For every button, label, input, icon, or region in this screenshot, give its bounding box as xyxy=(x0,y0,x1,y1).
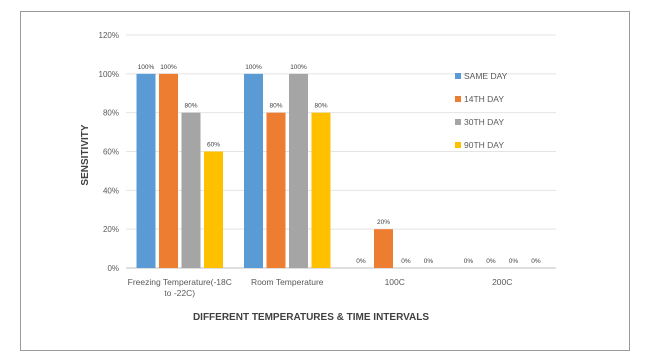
bar xyxy=(289,73,308,268)
legend-swatch xyxy=(455,96,461,102)
data-label: 0% xyxy=(509,258,519,265)
x-axis-title: DIFFERENT TEMPERATURES & TIME INTERVALS xyxy=(193,312,429,323)
legend-label: 14TH DAY xyxy=(464,94,504,104)
data-label: 0% xyxy=(486,258,496,265)
legend-label: 30TH DAY xyxy=(464,117,504,127)
data-label: 80% xyxy=(184,103,197,110)
legend-label: SAME DAY xyxy=(464,71,508,81)
bar xyxy=(204,151,223,268)
bar xyxy=(181,112,201,269)
y-tick-label: 0% xyxy=(107,264,119,273)
y-tick-label: 100% xyxy=(99,70,119,79)
x-category-label: 100C xyxy=(385,277,405,287)
bar xyxy=(136,73,156,268)
data-label: 0% xyxy=(464,258,474,265)
bar xyxy=(159,73,178,268)
y-tick-label: 80% xyxy=(103,109,119,118)
data-label: 0% xyxy=(356,258,366,265)
x-category-label: to -22C) xyxy=(164,288,195,298)
data-labels: 100% 100% 80% 60% 100% 80% 100% 80% 0% 20% 0% 0% 0% 0… xyxy=(138,64,541,265)
y-tick-label: 60% xyxy=(103,148,119,157)
legend: SAME DAY 14TH DAY 30TH DAY 90TH DAY xyxy=(455,71,508,150)
bar xyxy=(266,112,286,269)
data-label: 100% xyxy=(245,64,262,71)
x-category-label: Freezing Temperature(-18C xyxy=(128,277,232,287)
legend-swatch xyxy=(455,119,461,125)
x-category-label: Room Temperature xyxy=(251,277,324,287)
data-label: 80% xyxy=(269,103,282,110)
legend-label: 90TH DAY xyxy=(464,140,504,150)
y-tick-label: 20% xyxy=(103,225,119,234)
bar xyxy=(374,229,393,268)
y-axis-ticks: 0% 20% 40% 60% 80% 100% 120% xyxy=(99,31,119,273)
data-label: 20% xyxy=(377,219,390,226)
y-tick-label: 40% xyxy=(103,186,119,195)
bars xyxy=(136,73,393,269)
data-label: 100% xyxy=(160,64,177,71)
bar xyxy=(244,73,263,268)
legend-swatch xyxy=(455,142,461,148)
data-label: 0% xyxy=(531,258,541,265)
x-category-label: 200C xyxy=(492,277,512,287)
data-label: 100% xyxy=(290,64,307,71)
y-tick-label: 120% xyxy=(99,31,119,40)
data-label: 0% xyxy=(424,258,434,265)
data-label: 80% xyxy=(314,103,327,110)
y-axis-title: SENSITIVITY xyxy=(80,124,91,185)
legend-swatch xyxy=(455,73,461,79)
data-label: 60% xyxy=(207,142,220,149)
bar xyxy=(311,112,331,269)
data-label: 0% xyxy=(401,258,411,265)
data-label: 100% xyxy=(138,64,155,71)
